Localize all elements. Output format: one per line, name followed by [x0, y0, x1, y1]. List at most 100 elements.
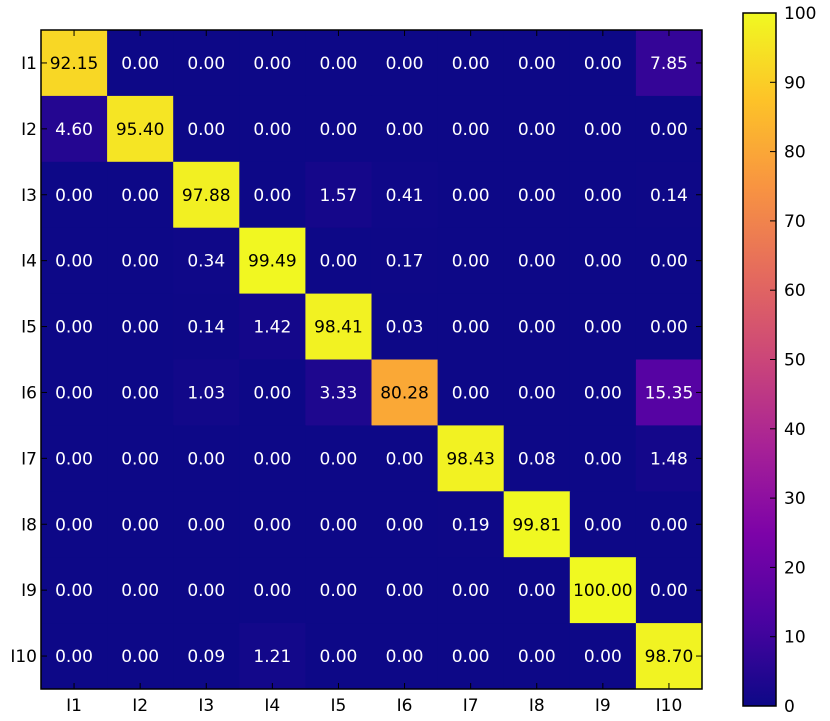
cell-value-label: 0.03: [386, 318, 424, 338]
cell-value-label: 0.41: [386, 186, 424, 206]
colorbar-tick-label: 80: [784, 143, 806, 163]
heatmap-cell: [569, 161, 637, 229]
cell-value-label: 0.00: [55, 318, 93, 338]
heatmap-cell: [107, 161, 174, 229]
colorbar-tick-label: 60: [784, 281, 806, 301]
x-axis: I1 I2 I3 I4 I5 I6 I7 I8 I9 I10: [66, 30, 682, 716]
cell-value-label: 0.00: [584, 515, 622, 535]
cell-value-label: 1.03: [187, 383, 225, 403]
heatmap-cell: [371, 557, 439, 624]
cell-value-label: 3.33: [320, 383, 358, 403]
cell-value-label: 0.00: [386, 647, 424, 667]
heatmap-cell: [569, 359, 637, 426]
heatmap-cell: [305, 227, 372, 295]
cell-value-label: 0.00: [121, 449, 159, 469]
heatmap-cell: [41, 623, 108, 690]
cell-value-label: 0.00: [121, 318, 159, 338]
cell-value-label: 0.00: [320, 252, 358, 272]
heatmap-cell: [437, 359, 505, 426]
heatmap-cell: [173, 161, 240, 229]
cell-value-label: 0.00: [452, 318, 490, 338]
cell-value-label: 98.43: [446, 449, 495, 469]
heatmap-cell-labels: 92.15 0.00 0.00 0.00 0.00 0.00 0.00 0.00 0.00 7.8…: [50, 54, 694, 667]
heatmap-cell: [41, 293, 108, 360]
cell-value-label: 0.00: [187, 449, 225, 469]
heatmap-cell: [107, 293, 174, 360]
heatmap-cell: [41, 161, 108, 229]
cell-value-label: 95.40: [116, 120, 165, 140]
x-tick-label: I7: [463, 696, 479, 716]
heatmap-cell: [107, 557, 174, 624]
heatmap-cell: [239, 95, 306, 163]
colorbar-tick-label: 20: [784, 558, 806, 578]
cell-value-label: 1.48: [650, 449, 688, 469]
heatmap-cell: [305, 359, 372, 426]
heatmap-cell: [569, 557, 637, 624]
cell-value-label: 0.19: [452, 515, 490, 535]
heatmap-cell: [41, 359, 108, 426]
cell-value-label: 80.28: [380, 383, 429, 403]
heatmap-cell: [305, 30, 372, 97]
colorbar-tick-label: 40: [784, 420, 806, 440]
x-tick-label: I9: [595, 696, 611, 716]
cell-value-label: 0.00: [253, 383, 291, 403]
cell-value-label: 0.00: [452, 647, 490, 667]
heatmap-cell: [107, 623, 174, 690]
colorbar-ticks: 0 10 20 30 40 50 60 70 80 90 100: [770, 4, 816, 717]
cell-value-label: 100.00: [573, 581, 632, 601]
heatmap-cell: [173, 491, 240, 558]
cell-value-label: 0.00: [518, 186, 556, 206]
cell-value-label: 0.00: [386, 54, 424, 74]
cell-value-label: 0.00: [253, 186, 291, 206]
heatmap-cell: [635, 359, 703, 426]
heatmap-cell: [569, 293, 637, 360]
cell-value-label: 0.00: [650, 318, 688, 338]
cell-value-label: 0.00: [584, 318, 622, 338]
heatmap-cells: [41, 30, 703, 690]
cell-value-label: 0.09: [187, 647, 225, 667]
heatmap-cell: [635, 557, 703, 624]
cell-value-label: 0.00: [452, 252, 490, 272]
heatmap-cell: [371, 623, 439, 690]
heatmap-cell: [41, 95, 108, 163]
y-tick-label: I8: [21, 515, 37, 535]
heatmap-cell: [371, 161, 439, 229]
y-tick-label: I4: [21, 252, 37, 272]
heatmap-cell: [107, 359, 174, 426]
cell-value-label: 0.00: [253, 54, 291, 74]
cell-value-label: 15.35: [645, 383, 694, 403]
heatmap-cell: [503, 95, 571, 163]
cell-value-label: 0.00: [386, 515, 424, 535]
cell-value-label: 0.00: [518, 318, 556, 338]
cell-value-label: 98.70: [645, 647, 694, 667]
heatmap-cell: [305, 491, 372, 558]
x-tick-label: I6: [397, 696, 413, 716]
heatmap-cell: [305, 161, 372, 229]
heatmap-cell: [173, 623, 240, 690]
cell-value-label: 92.15: [50, 54, 99, 74]
heatmap-cell: [173, 95, 240, 163]
cell-value-label: 7.85: [650, 54, 688, 74]
cell-value-label: 0.00: [55, 252, 93, 272]
colorbar-tick-label: 10: [784, 628, 806, 648]
y-axis: I1 I2 I3 I4 I5 I6 I7 I8 I9 I10: [10, 54, 702, 667]
heatmap-cell: [173, 557, 240, 624]
heatmap-cell: [569, 227, 637, 295]
cell-value-label: 0.00: [584, 54, 622, 74]
heatmap-cell: [437, 557, 505, 624]
heatmap-cell: [635, 623, 703, 690]
heatmap-cell: [503, 425, 571, 492]
heatmap-cell: [503, 293, 571, 360]
heatmap-cell: [371, 293, 439, 360]
heatmap-cell: [371, 30, 439, 97]
cell-value-label: 0.00: [253, 120, 291, 140]
heatmap-cell: [239, 557, 306, 624]
cell-value-label: 0.00: [386, 581, 424, 601]
heatmap-cell: [173, 227, 240, 295]
cell-value-label: 0.00: [187, 581, 225, 601]
cell-value-label: 0.00: [320, 120, 358, 140]
cell-value-label: 0.00: [650, 120, 688, 140]
cell-value-label: 0.00: [650, 252, 688, 272]
heatmap-cell: [173, 359, 240, 426]
colorbar-tick-label: 100: [784, 4, 816, 24]
